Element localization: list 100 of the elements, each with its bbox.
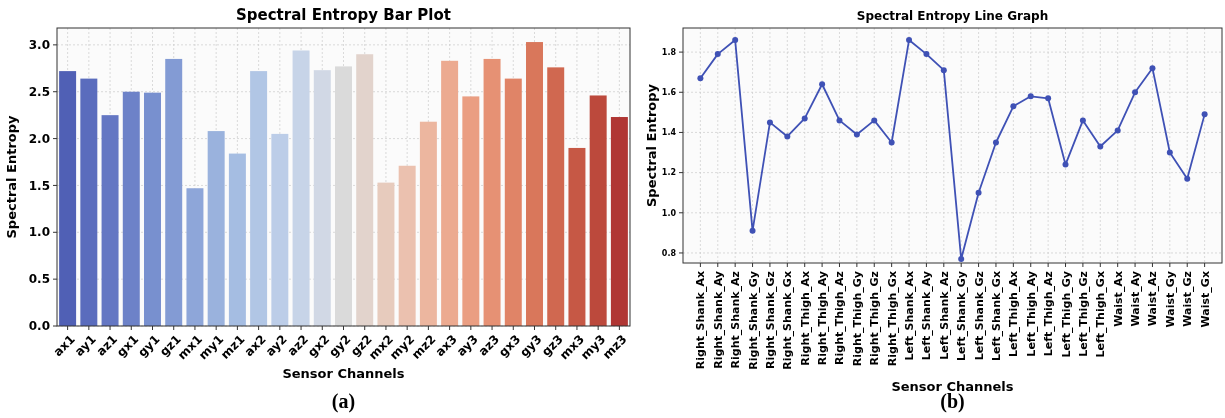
- point: [819, 81, 826, 88]
- point: [732, 37, 739, 44]
- x-tick-label: Left_Thigh_Ax: [1007, 271, 1021, 357]
- y-tick-label: 2.0: [28, 131, 50, 146]
- y-tick-label: 3.0: [28, 38, 50, 53]
- bar: [335, 66, 352, 326]
- x-tick-label: Left_Thigh_Az: [1042, 271, 1056, 357]
- x-tick-label: Left_Thigh_Ay: [1024, 271, 1038, 357]
- y-axis-title: Spectral Entropy: [4, 114, 19, 239]
- point: [836, 117, 843, 124]
- bar: [610, 117, 628, 326]
- x-axis-title: Sensor Channels: [282, 366, 405, 381]
- x-tick-label: Right_Thigh_Gy: [850, 271, 864, 367]
- x-tick-label: Waist_Az: [1146, 271, 1160, 327]
- x-tick-label: Right_Shank_Az: [729, 271, 743, 369]
- x-tick-label: Left_Shank_Ay: [920, 271, 934, 361]
- bar: [271, 133, 289, 326]
- point: [1097, 143, 1104, 150]
- y-tick-label: 1.2: [661, 168, 676, 178]
- x-tick-label: Waist_Gy: [1163, 271, 1177, 328]
- x-tick-label: Left_Shank_Ax: [903, 271, 917, 361]
- point: [766, 119, 773, 126]
- bar: [526, 42, 543, 326]
- bar: [419, 121, 437, 326]
- point: [958, 255, 965, 262]
- x-tick-label: Left_Thigh_Gx: [1094, 271, 1108, 358]
- point: [801, 115, 808, 122]
- x-tick-label: Right_Shank_Gx: [781, 271, 795, 370]
- bar: [377, 182, 395, 326]
- bar: [186, 188, 204, 326]
- point: [1045, 95, 1052, 102]
- x-tick-label: Left_Thigh_Gz: [1076, 271, 1090, 357]
- bar: [165, 58, 183, 326]
- point: [975, 189, 982, 196]
- x-tick-label: Waist_Ax: [1111, 271, 1125, 327]
- bar: [207, 131, 225, 326]
- bar: [483, 58, 501, 326]
- x-tick-label: Right_Thigh_Gz: [868, 271, 882, 366]
- point: [940, 67, 947, 74]
- y-tick-label: 1.6: [661, 88, 677, 98]
- point: [1010, 103, 1017, 110]
- point: [1114, 127, 1121, 134]
- chart-title: Spectral Entropy Bar Plot: [236, 6, 451, 24]
- bar: [568, 147, 586, 326]
- x-tick-label: Left_Shank_Az: [937, 271, 951, 360]
- x-tick-label: Right_Thigh_Ay: [816, 271, 830, 366]
- bar: [589, 95, 607, 326]
- x-tick-label: Right_Shank_Ax: [694, 271, 708, 370]
- bar: [122, 91, 140, 326]
- point: [1184, 175, 1191, 182]
- bar: [80, 78, 98, 326]
- point: [871, 117, 878, 124]
- y-tick-label: 1.8: [661, 47, 677, 57]
- point: [1201, 111, 1208, 118]
- y-tick-label: 0.0: [28, 319, 50, 334]
- bar: [292, 50, 310, 326]
- x-tick-label: Left_Shank_Gz: [972, 271, 986, 361]
- bar: [547, 67, 565, 326]
- point: [1079, 117, 1086, 124]
- y-tick-label: 1.0: [28, 225, 50, 240]
- x-tick-label: Left_Shank_Gx: [989, 271, 1003, 361]
- point: [1062, 161, 1069, 168]
- y-tick-label: 0.5: [28, 272, 50, 287]
- chart-title: Spectral Entropy Line Graph: [856, 9, 1049, 23]
- y-axis-title: Spectral Entropy: [644, 83, 659, 208]
- point: [784, 133, 791, 140]
- x-tick-label: Right_Thigh_Az: [833, 271, 847, 365]
- bar: [398, 165, 416, 326]
- x-tick-label: Right_Thigh_Gx: [885, 271, 899, 367]
- point: [1149, 65, 1156, 72]
- point: [906, 37, 913, 44]
- point: [749, 227, 756, 234]
- point: [992, 139, 999, 146]
- point: [697, 75, 704, 82]
- x-tick-label: Right_Shank_Ay: [711, 271, 725, 369]
- bar: [144, 92, 161, 326]
- point: [923, 51, 930, 58]
- point: [1166, 149, 1173, 156]
- x-tick-label: Left_Shank_Gy: [955, 271, 969, 362]
- bar: [504, 78, 522, 326]
- x-tick-label: Waist_Gz: [1181, 271, 1195, 327]
- x-tick-label: Waist_Ay: [1129, 271, 1143, 327]
- point: [1027, 93, 1034, 100]
- x-tick-label: Right_Thigh_Ax: [798, 271, 812, 366]
- y-tick-label: 1.0: [661, 208, 677, 218]
- bar: [101, 115, 119, 326]
- bar: [313, 70, 331, 326]
- point: [1132, 89, 1139, 96]
- x-tick-label: Right_Shank_Gy: [746, 271, 760, 370]
- y-tick-label: 2.5: [28, 84, 50, 99]
- x-tick-label: Waist_Gx: [1198, 271, 1212, 328]
- x-tick-label: Right_Shank_Gz: [763, 271, 777, 369]
- bar: [228, 153, 246, 326]
- y-tick-label: 1.5: [28, 178, 50, 193]
- bar: [356, 54, 374, 326]
- y-tick-label: 0.8: [661, 248, 677, 258]
- y-tick-label: 1.4: [661, 128, 677, 138]
- bar: [441, 60, 459, 326]
- bar: [250, 71, 268, 326]
- point: [853, 131, 860, 138]
